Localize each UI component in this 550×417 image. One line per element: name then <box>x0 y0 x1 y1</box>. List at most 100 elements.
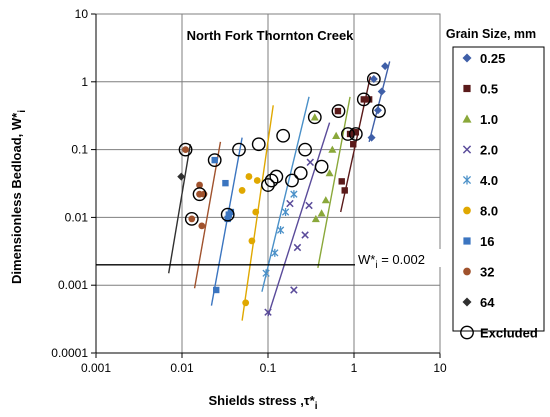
data-point-0-25 <box>373 106 382 115</box>
data-point-excluded <box>356 92 371 107</box>
legend-marker-0-5 <box>463 84 471 93</box>
data-point-0-5 <box>334 107 342 115</box>
data-point-8-0 <box>253 177 261 184</box>
y-tick-label: 0.001 <box>58 278 88 292</box>
data-point-4-0 <box>290 190 298 199</box>
legend-label: 4.0 <box>480 173 498 188</box>
data-point-1-0 <box>310 113 319 121</box>
data-point-0-25 <box>381 62 390 71</box>
data-point-2-0 <box>301 231 309 239</box>
legend-title: Grain Size, mm <box>446 27 536 41</box>
x-tick-label: 0.01 <box>170 361 194 375</box>
legend-marker-excluded <box>460 325 474 340</box>
data-point-2-0 <box>293 243 302 252</box>
data-point-1-0 <box>332 131 341 139</box>
data-point-0-5 <box>352 129 360 136</box>
data-point-0-5 <box>360 96 367 103</box>
fit-line-4-0 <box>261 96 310 292</box>
data-point-4-0 <box>262 269 270 278</box>
data-point-32 <box>196 181 203 189</box>
data-point-4-0 <box>276 226 285 235</box>
fit-line-0-25 <box>368 61 391 143</box>
legend-label: 16 <box>480 234 494 249</box>
y-tick-label: 1 <box>81 75 88 89</box>
legend-marker-64 <box>462 297 472 307</box>
data-point-0-5 <box>350 141 357 148</box>
data-point-excluded <box>285 173 299 188</box>
data-point-1-0 <box>325 169 334 177</box>
x-tick-label: 0.1 <box>260 361 277 375</box>
legend-marker-32 <box>463 267 471 276</box>
x-tick-label: 10 <box>433 361 447 375</box>
data-point-excluded <box>220 207 235 222</box>
data-point-16 <box>224 215 231 223</box>
data-point-excluded <box>307 110 322 125</box>
y-tick-label: 0.01 <box>65 210 89 224</box>
y-axis-title-main: Dimensionless Bedload, W* <box>9 112 24 284</box>
legend-label: Excluded <box>480 326 538 341</box>
data-point-16 <box>222 179 229 187</box>
threshold-label-w: W* <box>358 252 375 267</box>
y-tick-label: 10 <box>75 7 89 21</box>
data-point-1-0 <box>317 209 326 217</box>
y-tick-label: 0.0001 <box>51 346 88 360</box>
data-point-2-0 <box>305 201 313 210</box>
legend-label: 32 <box>480 265 494 280</box>
data-point-excluded <box>184 212 199 226</box>
chart-title: North Fork Thornton Creek <box>187 28 355 43</box>
data-point-excluded <box>293 166 308 181</box>
data-point-excluded <box>372 104 386 118</box>
data-point-excluded <box>207 153 222 168</box>
threshold-label: W*i = 0.002 <box>358 252 425 271</box>
data-point-16 <box>213 286 220 294</box>
legend-marker-2-0 <box>462 145 472 154</box>
data-point-4-0 <box>271 248 279 257</box>
y-axis-title: Dimensionless Bedload, W*i <box>9 110 28 284</box>
data-point-excluded <box>269 169 284 184</box>
threshold-label-value: = 0.002 <box>378 252 425 267</box>
data-point-8-0 <box>242 299 250 307</box>
data-point-excluded <box>192 187 207 202</box>
legend-label: 0.5 <box>480 82 498 97</box>
legend-label: 2.0 <box>480 143 498 158</box>
legend-marker-0-25 <box>462 53 472 63</box>
data-point-16 <box>227 208 235 216</box>
data-point-excluded <box>366 72 381 86</box>
data-point-8-0 <box>245 173 253 180</box>
legend-label: 64 <box>480 295 495 310</box>
data-point-1-0 <box>321 196 330 204</box>
legend-label: 0.25 <box>480 51 505 66</box>
data-point-excluded <box>298 142 312 157</box>
data-point-1-0 <box>328 145 337 153</box>
legend-marker-4-0 <box>462 175 472 185</box>
data-point-excluded <box>331 104 346 118</box>
data-point-2-0 <box>306 158 314 167</box>
data-point-4-0 <box>281 208 290 217</box>
data-point-32 <box>198 222 206 230</box>
data-point-excluded <box>276 128 291 143</box>
data-point-0-25 <box>367 133 376 142</box>
data-point-0-5 <box>341 187 348 194</box>
legend-box <box>452 46 545 332</box>
fit-line-1-0 <box>317 96 351 269</box>
legend-label: 1.0 <box>480 112 498 127</box>
data-point-2-0 <box>290 286 298 294</box>
data-point-0-5 <box>338 178 345 185</box>
data-point-0-5 <box>365 96 373 103</box>
x-tick-label: 1 <box>351 361 358 375</box>
data-point-0-25 <box>377 87 386 96</box>
data-point-0-25 <box>369 74 378 83</box>
x-axis-title: Shields stress ,τ*i <box>208 393 317 412</box>
data-point-excluded <box>178 142 193 157</box>
data-point-2-0 <box>264 308 272 316</box>
fit-line-64 <box>167 144 192 274</box>
data-point-excluded <box>264 173 279 188</box>
y-axis-title-subscript: i <box>17 110 28 113</box>
data-point-2-0 <box>286 199 294 208</box>
data-point-excluded <box>348 127 363 141</box>
data-point-excluded <box>341 127 355 141</box>
legend-entries: 0.25 0.5 1.0 2.0 4.0 8.0 16 32 64 Excluded <box>460 51 538 341</box>
data-point-8-0 <box>248 237 256 245</box>
data-point-8-0 <box>238 187 246 194</box>
